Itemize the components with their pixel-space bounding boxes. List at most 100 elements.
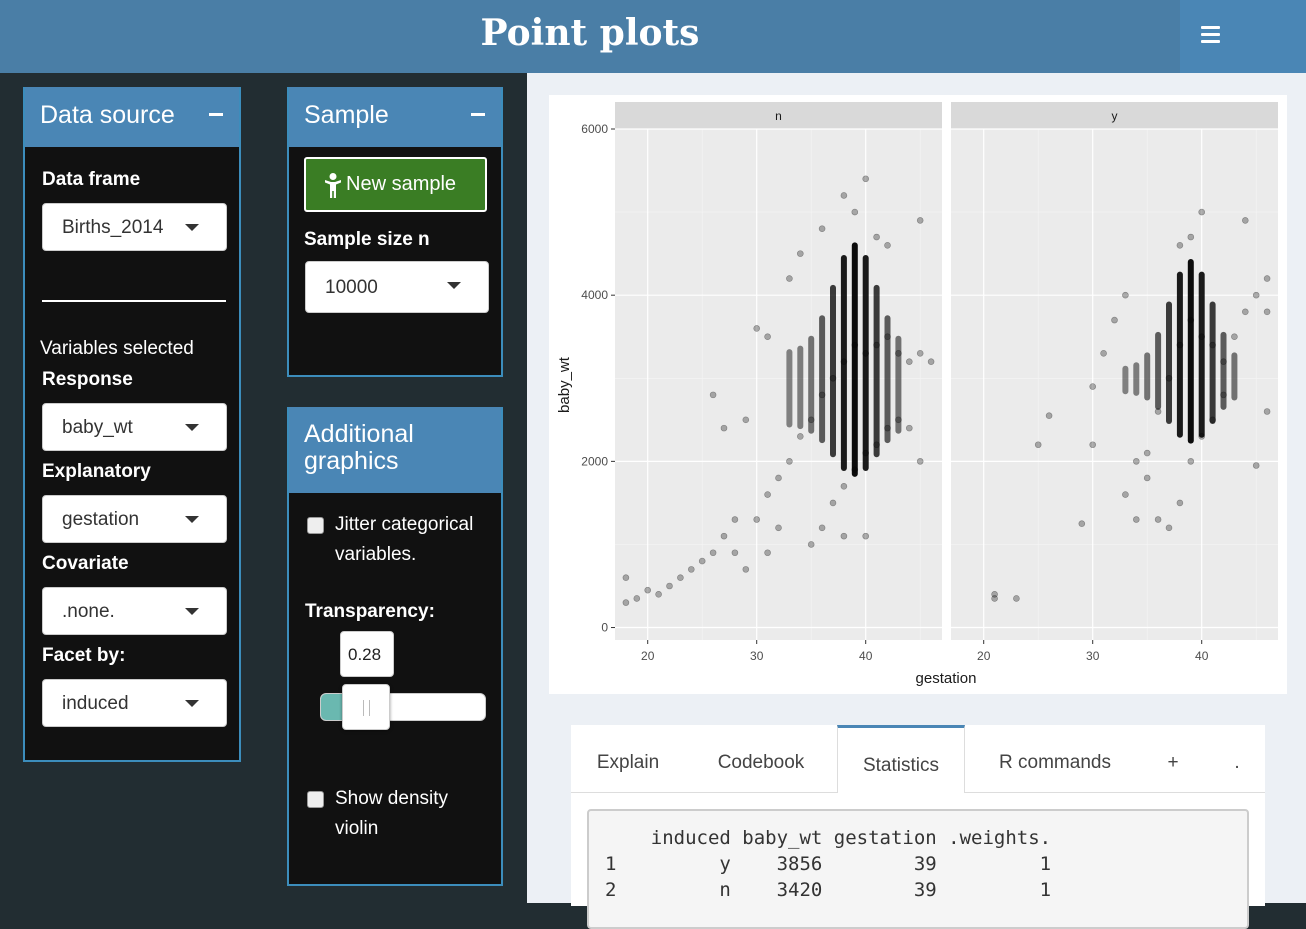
data-point [840,482,848,490]
divider [42,300,226,302]
data-point [1034,441,1042,449]
chevron-down-icon [185,224,199,231]
data-point [1198,208,1206,216]
data-frame-value: Births_2014 [62,217,164,238]
data-point [666,582,673,590]
data-point [1252,291,1260,299]
data-point [1231,333,1238,341]
data-point [1078,520,1086,527]
facet-strip-label: y [1112,109,1118,123]
covariate-value: .none. [62,601,115,622]
tab-plus[interactable]: + [1153,728,1193,792]
chevron-down-icon [447,282,461,289]
tab-r-commands-label: R commands [999,752,1111,773]
x-tick-label: 30 [1086,649,1100,663]
tab-codebook[interactable]: Codebook [697,728,825,792]
tab-dot-label: . [1234,752,1240,773]
statistics-output: induced baby_wt gestation .weights. 1 y 3… [587,809,1249,929]
data-point [1176,499,1184,507]
facet-select[interactable]: induced [42,679,227,727]
tab-explain[interactable]: Explain [571,728,685,792]
transparency-slider-handle[interactable] [342,684,390,730]
data-point [786,458,793,465]
data-point [731,516,739,523]
collapse-icon[interactable] [209,113,223,116]
covariate-select[interactable]: .none. [42,587,227,635]
data-point [1241,217,1249,224]
data-point [622,599,630,606]
data-point [797,433,804,440]
page-title: Point plots [480,12,700,54]
data-point [764,333,771,341]
sample-size-value: 10000 [325,277,378,298]
jitter-label-line1: Jitter categorical [335,514,474,535]
data-source-header: Data source [25,87,239,147]
y-tick-label: 0 [601,621,608,635]
data-point [753,325,760,332]
x-tick-label: 40 [1195,649,1209,663]
hamburger-icon-bar [1201,40,1220,43]
facet-label: Facet by: [42,645,126,666]
data-point [775,474,782,482]
data-point [1045,412,1053,419]
violin-label-line2: violin [335,818,379,839]
data-point [1143,474,1151,482]
data-source-box: Data source Data frame Births_2014 Varia… [23,87,241,762]
chevron-down-icon [185,608,199,615]
data-point [1132,458,1140,465]
data-point [916,350,924,357]
tab-statistics[interactable]: Statistics [837,725,965,793]
new-sample-button[interactable]: New sample [304,157,487,212]
data-point [807,541,815,548]
data-point [709,391,717,399]
sample-title: Sample [304,101,389,129]
data-point [1122,491,1129,498]
response-value: baby_wt [62,417,133,438]
variables-heading: Variables selected [40,338,194,359]
data-point [698,557,706,565]
data-frame-select[interactable]: Births_2014 [42,203,227,251]
data-point [1263,408,1271,415]
facet-value: induced [62,693,129,714]
response-select[interactable]: baby_wt [42,403,227,451]
additional-graphics-title-line2: graphics [304,447,399,475]
data-point [655,591,662,598]
facet-strip [951,102,1278,129]
data-point [905,358,913,365]
tab-statistics-label: Statistics [862,755,940,776]
sample-size-label: Sample size n [304,229,430,250]
additional-graphics-header: Additional graphics [289,407,501,493]
data-point [786,275,793,282]
data-point [764,491,771,498]
data-point [1013,595,1020,602]
explanatory-select[interactable]: gestation [42,495,227,543]
panel-background [951,129,1278,640]
jitter-checkbox[interactable] [307,517,324,534]
tab-explain-label: Explain [596,752,660,773]
data-point [742,566,750,573]
data-point [764,549,771,557]
additional-graphics-title-line1: Additional [304,420,414,448]
data-point [916,458,924,465]
transparency-value-bubble: 0.28 [340,631,394,677]
panel-background [615,129,942,640]
covariate-label: Covariate [42,553,129,574]
sample-size-select[interactable]: 10000 [305,261,489,313]
tab-r-commands[interactable]: R commands [981,728,1129,792]
tab-plus-label: + [1167,752,1179,773]
output-tabs-box: Explain Codebook Statistics R commands +… [571,725,1265,929]
chevron-down-icon [185,516,199,523]
hamburger-menu-button[interactable] [1180,0,1306,73]
stats-row: 2 n 3420 39 1 [605,879,1052,901]
app-header: Point plots [0,0,1306,73]
violin-label-line1: Show density [335,788,449,809]
data-point [1165,524,1173,532]
data-point [622,574,630,581]
data-point [1263,275,1271,282]
tab-dot[interactable]: . [1217,728,1257,792]
additional-graphics-box: Additional graphics Jitter categorical v… [287,407,503,886]
violin-checkbox[interactable] [307,791,324,808]
data-point [862,532,870,540]
data-point [991,595,998,602]
collapse-icon[interactable] [471,113,485,116]
